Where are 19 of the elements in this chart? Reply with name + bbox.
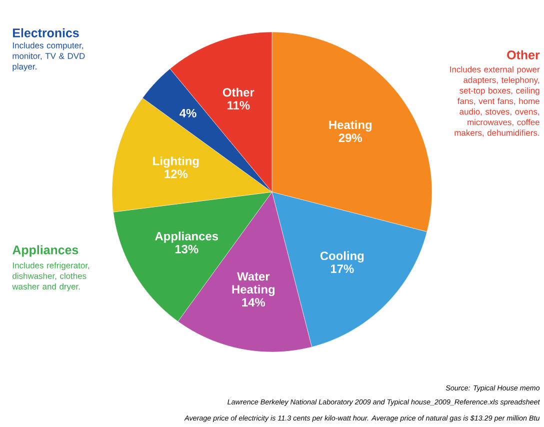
data-label: 14% xyxy=(242,298,266,307)
text: Includes external power adapters, telephony, set-top boxes, ceiling fans, vent fans, home audio, stoves, ovens, microwaves, coffee makers, dehumidifiers. xyxy=(450,66,540,137)
text: Includes computer, monitor, TV & DVD player. xyxy=(12,42,85,72)
data-label: 17% xyxy=(330,264,354,273)
slice-label: Other xyxy=(222,88,254,97)
slice-label: Heating xyxy=(329,120,372,132)
text: Electronics xyxy=(13,28,79,38)
data-label: 11% xyxy=(228,101,250,110)
slice-label: Cooling xyxy=(320,251,364,262)
slice-label: Water Heating xyxy=(232,272,275,296)
text: Other xyxy=(507,50,540,60)
text: Includes refrigerator, dishwasher, clothes washer and dryer. xyxy=(12,262,90,292)
data-label: 13% xyxy=(175,244,198,254)
text: Appliances xyxy=(12,245,78,257)
data-label: 12% xyxy=(164,170,188,178)
slice-label: Lighting xyxy=(153,156,199,168)
data-label: 29% xyxy=(338,134,362,142)
data-label: 4% xyxy=(180,108,196,118)
slice-label: Appliances xyxy=(155,232,218,243)
